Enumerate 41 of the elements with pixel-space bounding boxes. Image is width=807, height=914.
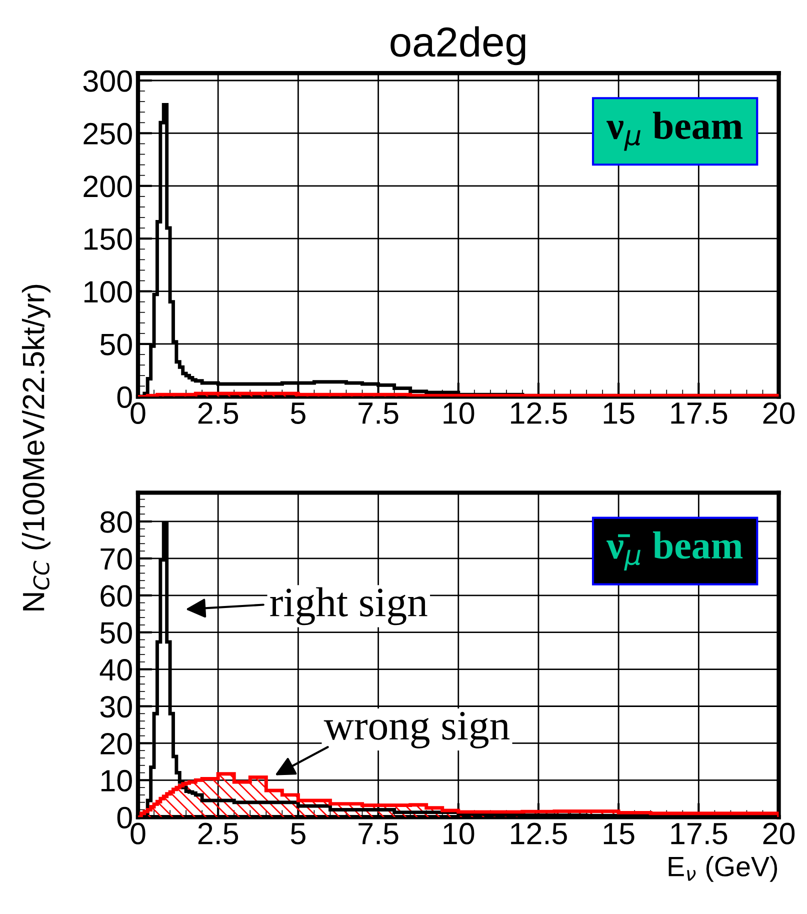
annotation: ν$_{μ}$ beam [606, 112, 743, 151]
x-tick-label: 5 [290, 823, 306, 844]
chart-title: oa2deg [390, 26, 526, 66]
x-tick-label: 17.5 [671, 823, 728, 844]
y-tick-label: 50 [100, 622, 132, 644]
y-axis-title: N$_{CC}$ (/100MeV/22.5kt/yr) [22, 284, 50, 610]
x-tick-label: 0 [130, 822, 146, 844]
annotation: wrong sign [324, 712, 510, 748]
x-tick-label: 17.5 [671, 402, 728, 424]
x-tick-label: 20 [763, 402, 795, 424]
x-tick-label: 12.5 [511, 822, 567, 844]
x-tick-label: 12.5 [511, 402, 567, 424]
y-tick-label: 0 [117, 806, 132, 828]
x-tick-label: 2.5 [198, 822, 238, 844]
y-tick-label: 70 [100, 548, 132, 570]
y-tick-label: 60 [100, 585, 132, 607]
y-tick-label: 50 [100, 334, 132, 356]
x-tick-label: 5 [290, 402, 306, 424]
x-tick-label: 20 [763, 822, 795, 844]
y-tick-label: 10 [101, 770, 132, 792]
x-axis-title: E$_{ν}$ (GeV) [668, 856, 778, 882]
y-tick-label: 20 [100, 732, 132, 755]
y-tick-label: 200 [84, 176, 132, 198]
y-tick-label: 0 [117, 386, 132, 408]
annotation: right sign [270, 587, 428, 626]
y-tick-label: 30 [100, 696, 132, 718]
y-tick-label: 100 [84, 281, 132, 303]
x-tick-label: 10 [444, 402, 474, 424]
y-tick-label: 150 [84, 228, 132, 250]
y-tick-label: 40 [100, 659, 132, 681]
x-tick-label: 7.5 [358, 402, 398, 424]
x-tick-label: 15 [604, 823, 634, 844]
x-tick-label: 2.5 [198, 402, 238, 424]
annotation: ν̄$_{μ}$ beam [606, 531, 743, 570]
x-tick-label: 10 [444, 822, 474, 844]
x-tick-label: 7.5 [358, 823, 398, 844]
x-tick-label: 0 [130, 402, 146, 424]
y-tick-label: 250 [84, 122, 132, 145]
y-tick-label: 80 [100, 511, 132, 533]
y-tick-label: 300 [83, 70, 132, 92]
x-tick-label: 15 [604, 402, 634, 424]
